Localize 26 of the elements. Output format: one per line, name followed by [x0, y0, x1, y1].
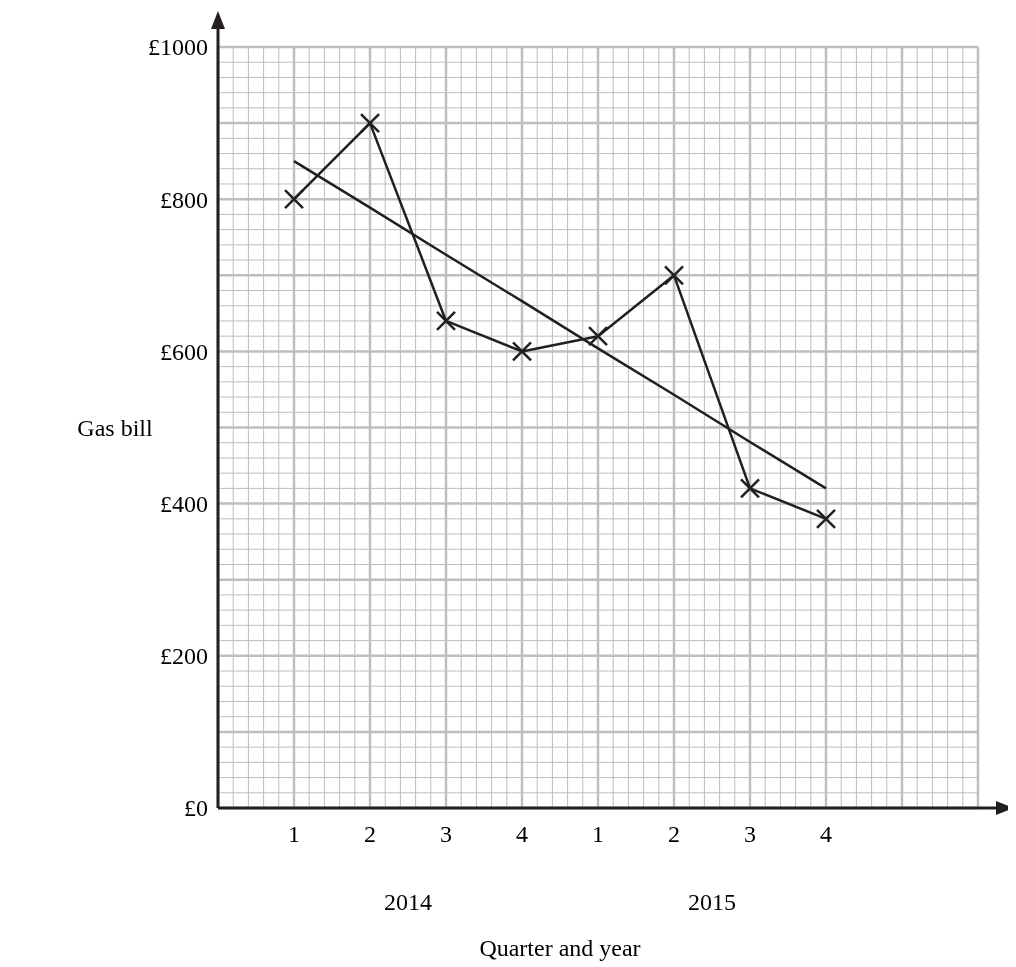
- x-tick-label: 3: [440, 821, 452, 847]
- point: [511, 341, 533, 362]
- point: [663, 265, 685, 286]
- y-tick-label: £400: [160, 491, 208, 517]
- text: 2015: [688, 889, 736, 915]
- x-tick-label: 4: [820, 821, 832, 847]
- point: [587, 325, 609, 347]
- y-tick-label: £0: [184, 795, 208, 822]
- x-tick-label: 1: [288, 821, 300, 847]
- x-tick-label: 4: [516, 821, 528, 847]
- x-axis-title: Quarter and year: [479, 935, 641, 961]
- point: [359, 112, 381, 134]
- y-tick-label: £200: [160, 643, 208, 670]
- text: 2014: [384, 889, 432, 915]
- x-tick-label: 3: [744, 821, 756, 847]
- point: [283, 188, 305, 210]
- point: [435, 310, 457, 332]
- y-tick-label: £1000: [148, 34, 208, 61]
- point: [815, 508, 837, 530]
- y-tick-label: £800: [160, 186, 208, 213]
- y-axis-title: Gas bill: [77, 414, 153, 441]
- point: [739, 478, 761, 499]
- x-tick-label: 2: [668, 821, 680, 847]
- x-tick-label: 2: [364, 821, 376, 847]
- x-tick-label: 1: [592, 821, 604, 847]
- y-tick-label: £600: [160, 338, 208, 365]
